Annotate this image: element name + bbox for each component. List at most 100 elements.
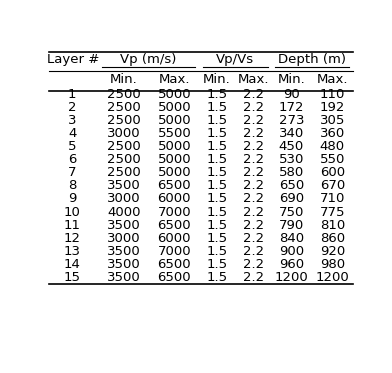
Text: 900: 900	[279, 245, 304, 258]
Text: 960: 960	[279, 258, 304, 271]
Text: 530: 530	[279, 153, 304, 166]
Text: 2.2: 2.2	[243, 166, 264, 179]
Text: 3000: 3000	[107, 232, 141, 245]
Text: 12: 12	[64, 232, 81, 245]
Text: 5000: 5000	[158, 114, 191, 127]
Text: 7000: 7000	[158, 245, 191, 258]
Text: 340: 340	[279, 127, 304, 140]
Text: 1.5: 1.5	[207, 101, 228, 114]
Text: 750: 750	[279, 206, 304, 219]
Text: 2.2: 2.2	[243, 88, 264, 101]
Text: 3500: 3500	[107, 271, 141, 284]
Text: 1.5: 1.5	[207, 206, 228, 219]
Text: 4000: 4000	[107, 206, 141, 219]
Text: 6500: 6500	[158, 271, 191, 284]
Text: 172: 172	[279, 101, 304, 114]
Text: 2.2: 2.2	[243, 232, 264, 245]
Text: 2.2: 2.2	[243, 219, 264, 232]
Text: 980: 980	[320, 258, 345, 271]
Text: 3000: 3000	[107, 127, 141, 140]
Text: 1.5: 1.5	[207, 258, 228, 271]
Text: 9: 9	[68, 192, 76, 206]
Text: 1200: 1200	[274, 271, 309, 284]
Text: Min.: Min.	[110, 73, 138, 86]
Text: 2.2: 2.2	[243, 179, 264, 192]
Text: Layer #: Layer #	[47, 53, 100, 66]
Text: 1.5: 1.5	[207, 179, 228, 192]
Text: 2500: 2500	[107, 88, 141, 101]
Text: 2500: 2500	[107, 114, 141, 127]
Text: 4: 4	[68, 127, 76, 140]
Text: 5000: 5000	[158, 88, 191, 101]
Text: 1.5: 1.5	[207, 114, 228, 127]
Text: Min.: Min.	[278, 73, 305, 86]
Text: 1: 1	[68, 88, 76, 101]
Text: 600: 600	[320, 166, 345, 179]
Text: 6500: 6500	[158, 258, 191, 271]
Text: 5000: 5000	[158, 140, 191, 153]
Text: 1.5: 1.5	[207, 127, 228, 140]
Text: 1.5: 1.5	[207, 245, 228, 258]
Text: 3500: 3500	[107, 179, 141, 192]
Text: 710: 710	[319, 192, 345, 206]
Text: 860: 860	[320, 232, 345, 245]
Text: 1.5: 1.5	[207, 219, 228, 232]
Text: 360: 360	[319, 127, 345, 140]
Text: 810: 810	[319, 219, 345, 232]
Text: 7000: 7000	[158, 206, 191, 219]
Text: 15: 15	[64, 271, 81, 284]
Text: 5000: 5000	[158, 101, 191, 114]
Text: Max.: Max.	[238, 73, 269, 86]
Text: 305: 305	[319, 114, 345, 127]
Text: 2.2: 2.2	[243, 271, 264, 284]
Text: 5: 5	[68, 140, 76, 153]
Text: 6: 6	[68, 153, 76, 166]
Text: 775: 775	[319, 206, 345, 219]
Text: 580: 580	[279, 166, 304, 179]
Text: 2.2: 2.2	[243, 192, 264, 206]
Text: Depth (m): Depth (m)	[278, 53, 346, 66]
Text: 6500: 6500	[158, 179, 191, 192]
Text: 2.2: 2.2	[243, 101, 264, 114]
Text: 6000: 6000	[158, 192, 191, 206]
Text: 10: 10	[64, 206, 81, 219]
Text: 1200: 1200	[316, 271, 349, 284]
Text: 480: 480	[320, 140, 345, 153]
Text: 11: 11	[64, 219, 81, 232]
Text: 690: 690	[279, 192, 304, 206]
Text: 790: 790	[279, 219, 304, 232]
Text: 5000: 5000	[158, 153, 191, 166]
Text: 550: 550	[319, 153, 345, 166]
Text: 2.2: 2.2	[243, 258, 264, 271]
Text: 8: 8	[68, 179, 76, 192]
Text: 920: 920	[319, 245, 345, 258]
Text: 3500: 3500	[107, 258, 141, 271]
Text: Vp (m/s): Vp (m/s)	[120, 53, 177, 66]
Text: 840: 840	[279, 232, 304, 245]
Text: 2500: 2500	[107, 140, 141, 153]
Text: 3: 3	[68, 114, 76, 127]
Text: 1.5: 1.5	[207, 166, 228, 179]
Text: 192: 192	[319, 101, 345, 114]
Text: 3000: 3000	[107, 192, 141, 206]
Text: 2500: 2500	[107, 101, 141, 114]
Text: 2.2: 2.2	[243, 245, 264, 258]
Text: 5000: 5000	[158, 166, 191, 179]
Text: 1.5: 1.5	[207, 192, 228, 206]
Text: 110: 110	[319, 88, 345, 101]
Text: Vp/Vs: Vp/Vs	[216, 53, 254, 66]
Text: 90: 90	[283, 88, 300, 101]
Text: 650: 650	[279, 179, 304, 192]
Text: 14: 14	[64, 258, 81, 271]
Text: 2.2: 2.2	[243, 140, 264, 153]
Text: 2.2: 2.2	[243, 206, 264, 219]
Text: Min.: Min.	[203, 73, 231, 86]
Text: 2500: 2500	[107, 166, 141, 179]
Text: 2.2: 2.2	[243, 153, 264, 166]
Text: 3500: 3500	[107, 245, 141, 258]
Text: 670: 670	[319, 179, 345, 192]
Text: 2.2: 2.2	[243, 127, 264, 140]
Text: Max.: Max.	[159, 73, 190, 86]
Text: Max.: Max.	[317, 73, 348, 86]
Text: 6000: 6000	[158, 232, 191, 245]
